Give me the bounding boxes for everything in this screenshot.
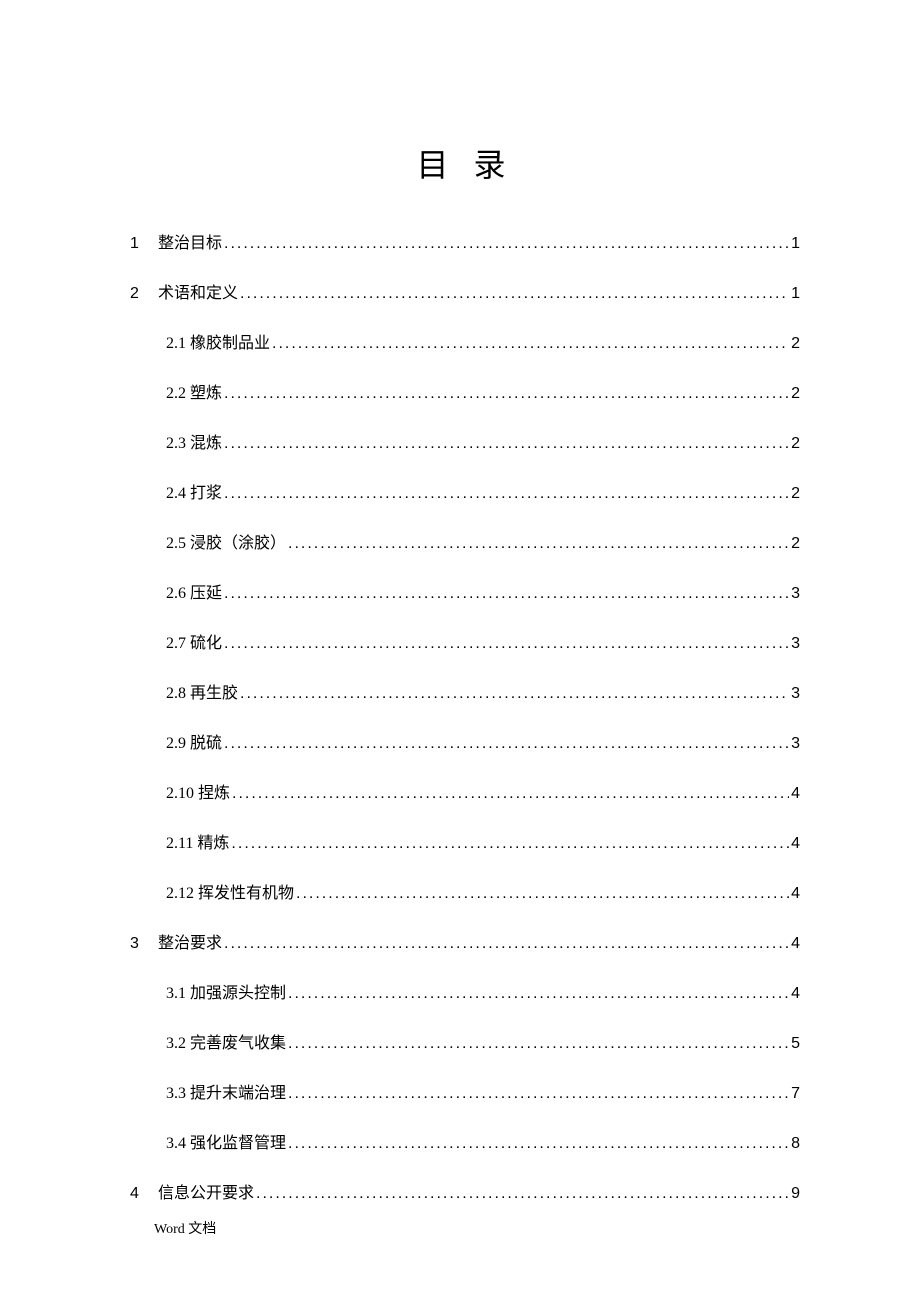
toc-entry-number: 3 — [130, 932, 158, 956]
toc-entry-page: 2 — [791, 332, 800, 356]
toc-entry-label: 2.11 精炼 — [166, 832, 229, 856]
toc-entry-label: 2.6 压延 — [166, 582, 222, 606]
toc-entry-page: 3 — [791, 682, 800, 706]
toc-entry-label: 2.1 橡胶制品业 — [166, 332, 270, 356]
toc-entry-page: 3 — [791, 632, 800, 656]
toc-entry-label: 整治目标 — [158, 232, 222, 256]
toc-entry-page: 9 — [791, 1182, 800, 1206]
toc-entry: 2.12 挥发性有机物 4 — [130, 882, 800, 906]
toc-entry-label: 3.1 加强源头控制 — [166, 982, 286, 1006]
toc-entry-page: 1 — [791, 282, 800, 306]
toc-dots — [224, 432, 789, 456]
toc-dots — [288, 1032, 789, 1056]
toc-dots — [256, 1182, 789, 1206]
toc-dots — [240, 682, 789, 706]
toc-entry-label: 2.2 塑炼 — [166, 382, 222, 406]
toc-entry-label: 2.12 挥发性有机物 — [166, 882, 294, 906]
toc-entry-number: 4 — [130, 1182, 158, 1206]
toc-entry: 2.10 捏炼 4 — [130, 782, 800, 806]
toc-entry-page: 7 — [791, 1082, 800, 1106]
toc-entry-page: 2 — [791, 432, 800, 456]
toc-entry: 2.1 橡胶制品业 2 — [130, 332, 800, 356]
toc-entry-page: 3 — [791, 732, 800, 756]
toc-entry-page: 4 — [791, 832, 800, 856]
toc-list: 1整治目标12术语和定义12.1 橡胶制品业22.2 塑炼22.3 混炼22.4… — [130, 232, 800, 1206]
toc-entry-label: 2.7 硫化 — [166, 632, 222, 656]
toc-dots — [288, 532, 789, 556]
toc-dots — [224, 482, 789, 506]
toc-entry-label: 2.9 脱硫 — [166, 732, 222, 756]
toc-dots — [224, 932, 789, 956]
toc-entry-label: 2.8 再生胶 — [166, 682, 238, 706]
toc-entry-label: 2.3 混炼 — [166, 432, 222, 456]
toc-dots — [224, 582, 789, 606]
toc-entry-label: 3.4 强化监督管理 — [166, 1132, 286, 1156]
toc-entry-label: 3.3 提升末端治理 — [166, 1082, 286, 1106]
toc-entry-page: 1 — [791, 232, 800, 256]
toc-entry: 3整治要求 4 — [130, 932, 800, 956]
toc-dots — [224, 382, 789, 406]
toc-dots — [288, 1132, 789, 1156]
toc-entry-page: 2 — [791, 382, 800, 406]
toc-entry-label: 术语和定义 — [158, 282, 238, 306]
toc-entry-page: 3 — [791, 582, 800, 606]
toc-entry: 3.3 提升末端治理 7 — [130, 1082, 800, 1106]
toc-dots — [224, 632, 789, 656]
toc-entry-number: 1 — [130, 232, 158, 256]
toc-dots — [232, 782, 789, 806]
toc-entry-page: 8 — [791, 1132, 800, 1156]
toc-entry-page: 4 — [791, 932, 800, 956]
toc-entry-label: 3.2 完善废气收集 — [166, 1032, 286, 1056]
toc-entry: 3.4 强化监督管理 8 — [130, 1132, 800, 1156]
toc-entry: 2.4 打浆 2 — [130, 482, 800, 506]
toc-entry: 2.6 压延 3 — [130, 582, 800, 606]
toc-entry-label: 2.10 捏炼 — [166, 782, 230, 806]
toc-entry: 2.5 浸胶（涂胶） 2 — [130, 532, 800, 556]
toc-entry-label: 2.5 浸胶（涂胶） — [166, 532, 286, 556]
toc-title: 目 录 — [130, 140, 800, 186]
toc-entry-label: 信息公开要求 — [158, 1182, 254, 1206]
toc-dots — [296, 882, 789, 906]
toc-dots — [288, 982, 789, 1006]
toc-entry-page: 2 — [791, 532, 800, 556]
toc-entry: 2.7 硫化 3 — [130, 632, 800, 656]
toc-dots — [272, 332, 789, 356]
footer-text: Word 文档 — [154, 1218, 216, 1238]
toc-entry: 2.11 精炼 4 — [130, 832, 800, 856]
toc-dots — [224, 232, 789, 256]
toc-entry: 3.1 加强源头控制 4 — [130, 982, 800, 1006]
toc-dots — [288, 1082, 789, 1106]
toc-entry-page: 5 — [791, 1032, 800, 1056]
toc-entry: 2.9 脱硫 3 — [130, 732, 800, 756]
toc-entry-page: 2 — [791, 482, 800, 506]
toc-entry: 1整治目标1 — [130, 232, 800, 256]
toc-entry: 3.2 完善废气收集 5 — [130, 1032, 800, 1056]
toc-entry: 2.8 再生胶 3 — [130, 682, 800, 706]
toc-entry-label: 2.4 打浆 — [166, 482, 222, 506]
toc-entry-number: 2 — [130, 282, 158, 306]
toc-entry-label: 整治要求 — [158, 932, 222, 956]
toc-entry: 4信息公开要求 9 — [130, 1182, 800, 1206]
toc-entry: 2术语和定义 1 — [130, 282, 800, 306]
toc-entry-page: 4 — [791, 882, 800, 906]
toc-dots — [231, 832, 789, 856]
toc-dots — [240, 282, 789, 306]
toc-entry: 2.2 塑炼 2 — [130, 382, 800, 406]
toc-entry-page: 4 — [791, 782, 800, 806]
toc-entry: 2.3 混炼 2 — [130, 432, 800, 456]
toc-entry-page: 4 — [791, 982, 800, 1006]
toc-dots — [224, 732, 789, 756]
